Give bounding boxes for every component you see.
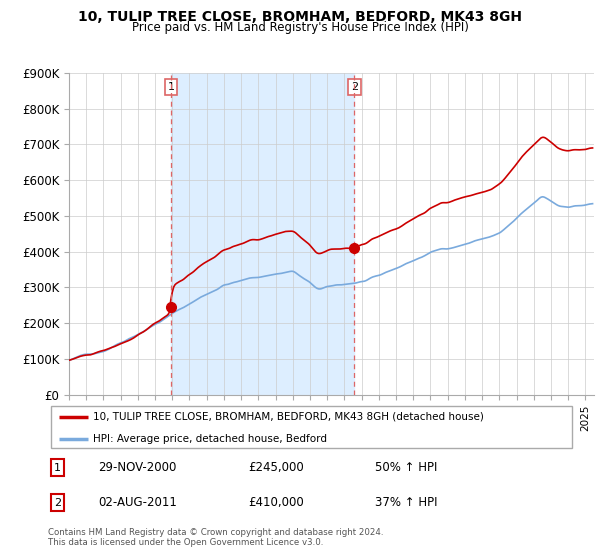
- Text: 2: 2: [54, 498, 61, 507]
- Text: £245,000: £245,000: [248, 461, 304, 474]
- Text: £410,000: £410,000: [248, 496, 304, 509]
- Text: Contains HM Land Registry data © Crown copyright and database right 2024.
This d: Contains HM Land Registry data © Crown c…: [48, 528, 383, 547]
- Text: 1: 1: [54, 463, 61, 473]
- Text: 1: 1: [167, 82, 175, 92]
- Text: 37% ↑ HPI: 37% ↑ HPI: [376, 496, 438, 509]
- Text: 02-AUG-2011: 02-AUG-2011: [98, 496, 177, 509]
- Text: 29-NOV-2000: 29-NOV-2000: [98, 461, 176, 474]
- Text: Price paid vs. HM Land Registry's House Price Index (HPI): Price paid vs. HM Land Registry's House …: [131, 21, 469, 34]
- Bar: [171, 73, 355, 395]
- Text: 50% ↑ HPI: 50% ↑ HPI: [376, 461, 438, 474]
- FancyBboxPatch shape: [50, 405, 572, 449]
- Text: 10, TULIP TREE CLOSE, BROMHAM, BEDFORD, MK43 8GH: 10, TULIP TREE CLOSE, BROMHAM, BEDFORD, …: [78, 10, 522, 24]
- Text: HPI: Average price, detached house, Bedford: HPI: Average price, detached house, Bedf…: [93, 434, 327, 444]
- Text: 10, TULIP TREE CLOSE, BROMHAM, BEDFORD, MK43 8GH (detached house): 10, TULIP TREE CLOSE, BROMHAM, BEDFORD, …: [93, 412, 484, 422]
- Text: 2: 2: [351, 82, 358, 92]
